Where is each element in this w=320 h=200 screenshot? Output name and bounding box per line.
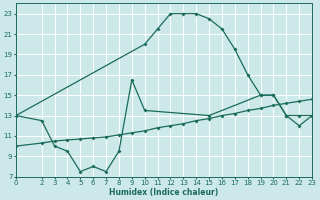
X-axis label: Humidex (Indice chaleur): Humidex (Indice chaleur): [109, 188, 219, 197]
